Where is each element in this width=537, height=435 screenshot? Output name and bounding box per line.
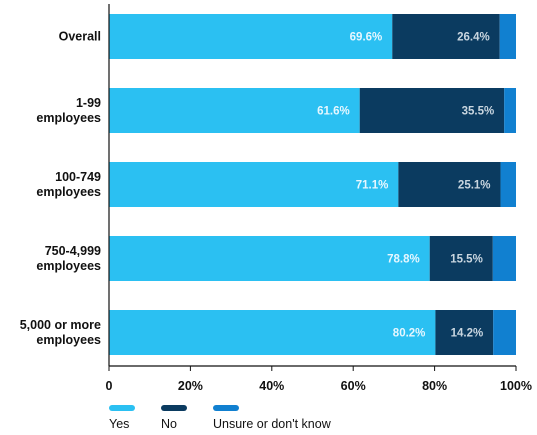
bar-yes-overall: [109, 14, 393, 59]
category-label-100-749-employees-line-0: 100-749: [55, 170, 101, 184]
legend-swatch-no: [161, 405, 187, 411]
x-tick-label-2: 40%: [259, 379, 284, 393]
legend-swatch-yes: [109, 405, 135, 411]
legend-item-unsure: Unsure or don't know: [213, 405, 331, 431]
bar-no-100-749-employees: [398, 162, 501, 207]
data-label-no-100-749-employees: 25.1%: [458, 180, 491, 192]
data-label-yes-1-99-employees: 61.6%: [317, 106, 350, 118]
legend-label-yes: Yes: [109, 417, 130, 431]
bar-no-1-99-employees: [359, 88, 505, 133]
legend-label-unsure: Unsure or don't know: [213, 417, 331, 431]
bar-unsure-or-don-t-know-1-99-employees: [504, 88, 516, 133]
bar-no-5-000-or-more-employees: [435, 310, 494, 355]
legend-item-yes: Yes: [109, 405, 135, 431]
bar-unsure-or-don-t-know-5-000-or-more-employees: [493, 310, 516, 355]
data-label-yes-100-749-employees: 71.1%: [356, 180, 389, 192]
legend-swatch-unsure: [213, 405, 239, 411]
data-label-yes-overall: 69.6%: [350, 32, 383, 44]
legend-label-no: No: [161, 417, 177, 431]
data-label-no-1-99-employees: 35.5%: [462, 106, 495, 118]
bar-yes-750-4-999-employees: [109, 236, 430, 281]
data-label-no-overall: 26.4%: [457, 32, 490, 44]
x-tick-label-0: 0: [106, 379, 113, 393]
data-label-no-5-000-or-more-employees: 14.2%: [451, 328, 484, 340]
category-label-750-4-999-employees-line-0: 750-4,999: [45, 244, 101, 258]
category-label-1-99-employees-line-1: employees: [36, 111, 101, 125]
bar-no-750-4-999-employees: [429, 236, 493, 281]
bar-yes-100-749-employees: [109, 162, 399, 207]
bar-unsure-or-don-t-know-overall: [499, 14, 516, 59]
legend: Yes No Unsure or don't know: [109, 405, 357, 431]
bar-no-overall: [392, 14, 500, 59]
x-tick-label-1: 20%: [178, 379, 203, 393]
category-label-overall-line-0: Overall: [59, 30, 101, 44]
bar-yes-1-99-employees: [109, 88, 360, 133]
category-label-750-4-999-employees-line-1: employees: [36, 259, 101, 273]
x-tick-label-3: 60%: [341, 379, 366, 393]
category-label-1-99-employees-line-0: 1-99: [76, 96, 101, 110]
category-label-5-000-or-more-employees-line-0: 5,000 or more: [20, 318, 101, 332]
bar-unsure-or-don-t-know-100-749-employees: [500, 162, 516, 207]
legend-item-no: No: [161, 405, 187, 431]
data-label-yes-5-000-or-more-employees: 80.2%: [393, 328, 426, 340]
bar-unsure-or-don-t-know-750-4-999-employees: [492, 236, 516, 281]
data-label-no-750-4-999-employees: 15.5%: [450, 254, 483, 266]
x-tick-label-4: 80%: [422, 379, 447, 393]
category-label-5-000-or-more-employees-line-1: employees: [36, 333, 101, 347]
data-label-yes-750-4-999-employees: 78.8%: [387, 254, 420, 266]
x-tick-label-5: 100%: [500, 379, 532, 393]
category-label-100-749-employees-line-1: employees: [36, 185, 101, 199]
bar-yes-5-000-or-more-employees: [109, 310, 436, 355]
